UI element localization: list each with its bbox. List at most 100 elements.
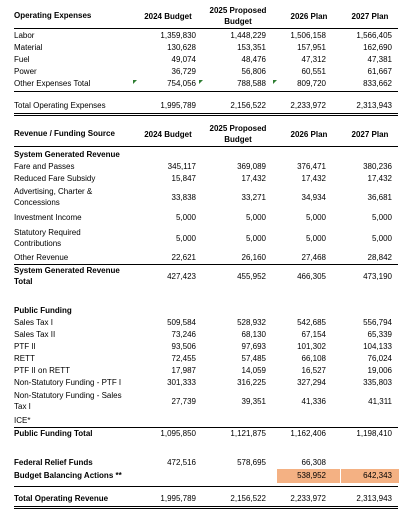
row-label: RETT	[14, 354, 35, 363]
row-label: Other Revenue	[14, 253, 69, 262]
expenses-title: Operating Expenses	[14, 11, 92, 20]
public-funding-title: Public Funding	[14, 306, 72, 315]
table-row: Material 130,628 153,351 157,951 162,690	[0, 43, 411, 54]
cell-2027: 41,311	[368, 397, 392, 406]
table-row: Advertising, Charter & Concessions 33,83…	[0, 187, 411, 209]
cell-2024: 36,729	[171, 67, 196, 76]
cell-2027: 5,000	[371, 234, 392, 243]
row-label-cont: Contributions	[14, 239, 62, 248]
cell-2027: 65,339	[367, 330, 392, 339]
table-row: Other Expenses Total 754,056 788,588 809…	[0, 79, 411, 90]
cell-2025: 153,351	[237, 43, 266, 52]
cell-2026: 2,233,972	[290, 494, 326, 503]
cell-2026: 327,294	[297, 378, 326, 387]
cell-2025: 1,448,229	[230, 31, 266, 40]
header-2027-plan: 2027 Plan	[351, 12, 389, 21]
table-row: PTF II on RETT 17,987 14,059 16,527 19,0…	[0, 366, 411, 377]
cell-2026: 67,154	[301, 330, 326, 339]
total-expenses-row: Total Operating Expenses 1,995,789 2,156…	[0, 101, 411, 112]
section-title: System Generated Revenue	[0, 150, 411, 161]
row-label: Material	[14, 43, 43, 52]
cell-2027: 2,313,943	[356, 101, 392, 110]
cell-2027: 1,198,410	[356, 429, 392, 438]
cell-2026: 17,432	[301, 174, 326, 183]
cell-2024: 72,455	[171, 354, 196, 363]
cell-2027: 473,190	[363, 272, 392, 281]
cell-2025: 455,952	[237, 272, 266, 281]
row-label: Total Operating Revenue	[14, 494, 109, 503]
cell-2024: 472,516	[167, 458, 196, 467]
row-label: Total Operating Expenses	[14, 101, 106, 110]
cell-comment-marker	[199, 80, 203, 84]
cell-2026: 1,162,406	[290, 429, 326, 438]
cell-2026: 60,551	[301, 67, 326, 76]
row-label: System Generated Revenue	[14, 266, 120, 275]
row-label: Other Expenses Total	[14, 79, 91, 88]
cell-2026: 101,302	[297, 342, 326, 351]
cell-2027: 335,803	[363, 378, 392, 387]
cell-2026: 376,471	[297, 162, 326, 171]
cell-2025: 56,806	[241, 67, 266, 76]
cell-2025: 97,693	[241, 342, 266, 351]
row-label: ICE*	[14, 416, 31, 425]
cell-2026: 538,952	[297, 471, 326, 480]
cell-2026: 1,506,158	[290, 31, 326, 40]
cell-2024: 1,995,789	[160, 101, 196, 110]
cell-2024: 427,423	[167, 272, 196, 281]
table-row: Other Revenue 22,621 26,160 27,468 28,84…	[0, 253, 411, 264]
cell-2024: 5,000	[175, 234, 196, 243]
total-rule	[14, 113, 398, 116]
cell-2026: 66,108	[301, 354, 326, 363]
cell-2027: 17,432	[367, 174, 392, 183]
cell-2027: 162,690	[363, 43, 392, 52]
table-row: ICE*	[0, 416, 411, 427]
total-rule	[14, 506, 398, 509]
row-label: Power	[14, 67, 37, 76]
cell-2025: 48,476	[241, 55, 266, 64]
row-rule	[14, 264, 398, 265]
cell-2024: 509,584	[167, 318, 196, 327]
cell-2026: 47,312	[301, 55, 326, 64]
table-row: Reduced Fare Subsidy 15,847 17,432 17,43…	[0, 174, 411, 185]
row-label: Public Funding Total	[14, 429, 93, 438]
cell-2027: 642,343	[363, 471, 392, 480]
cell-2024: 73,246	[171, 330, 196, 339]
system-total-row: System Generated Revenue Total 427,423 4…	[0, 266, 411, 288]
row-label: Budget Balancing Actions **	[14, 471, 122, 480]
cell-2026: 34,934	[301, 193, 326, 202]
row-label-cont: Concessions	[14, 198, 60, 207]
total-revenue-row: Total Operating Revenue 1,995,789 2,156,…	[0, 494, 411, 505]
row-label: PTF II	[14, 342, 36, 351]
cell-2027: 556,794	[363, 318, 392, 327]
cell-2027: 2,313,943	[356, 494, 392, 503]
cell-2024: 49,074	[171, 55, 196, 64]
row-label: Advertising, Charter &	[14, 187, 93, 196]
row-label: Reduced Fare Subsidy	[14, 174, 96, 183]
header-2024-budget: 2024 Budget	[144, 130, 192, 139]
table-row: Labor 1,359,830 1,448,229 1,506,158 1,56…	[0, 31, 411, 42]
table-row: Non-Statutory Funding - PTF I 301,333 31…	[0, 378, 411, 389]
cell-comment-marker	[273, 80, 277, 84]
section-title: Public Funding	[0, 306, 411, 317]
row-rule	[14, 91, 398, 92]
header-2025-proposed: 2025 Proposed	[209, 124, 267, 133]
cell-2025: 33,271	[241, 193, 266, 202]
cell-2024: 5,000	[175, 213, 196, 222]
table-row: Sales Tax I 509,584 528,932 542,685 556,…	[0, 318, 411, 329]
row-label: Labor	[14, 31, 35, 40]
row-label: Sales Tax I	[14, 318, 53, 327]
cell-2024: 22,621	[171, 253, 196, 262]
expenses-header-row: Operating Expenses 2024 Budget 2025 Prop…	[0, 4, 411, 28]
cell-2027: 61,667	[367, 67, 392, 76]
cell-2024: 1,359,830	[160, 31, 196, 40]
cell-2026: 16,527	[301, 366, 326, 375]
cell-2025: 578,695	[237, 458, 266, 467]
header-2024-budget: 2024 Budget	[144, 12, 192, 21]
cell-2025: 68,130	[241, 330, 266, 339]
cell-2025: 1,121,875	[230, 429, 266, 438]
revenue-header-row: Revenue / Funding Source 2024 Budget 202…	[0, 122, 411, 146]
cell-2026: 41,336	[301, 397, 326, 406]
row-label: PTF II on RETT	[14, 366, 71, 375]
header-rule	[14, 28, 398, 29]
cell-2024: 130,628	[167, 43, 196, 52]
